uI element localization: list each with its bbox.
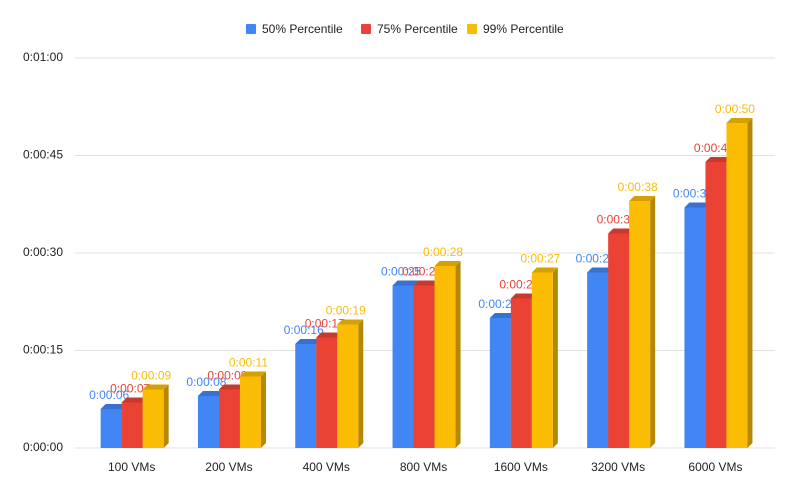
value-label: 0:00:33 <box>597 213 637 227</box>
bar-top <box>726 118 753 123</box>
bar-face <box>489 318 511 448</box>
bar <box>337 319 364 448</box>
y-tick-label: 0:00:30 <box>23 245 63 259</box>
value-label: 0:00:06 <box>89 388 129 402</box>
bar-face <box>531 272 553 448</box>
bar-face <box>337 324 359 448</box>
bar-face <box>705 162 727 448</box>
bar-top <box>392 280 419 286</box>
bar-face <box>726 123 748 448</box>
bar-top <box>295 339 322 344</box>
bar <box>726 118 753 448</box>
value-label: 0:00:20 <box>478 297 518 311</box>
bar-top <box>608 228 635 234</box>
value-label: 0:00:28 <box>423 245 463 259</box>
bar-face <box>684 207 706 448</box>
bar-top <box>100 404 127 409</box>
bar-face <box>100 409 122 448</box>
x-tick-label: 200 VMs <box>205 460 252 474</box>
bar-face <box>434 266 456 448</box>
value-label: 0:00:44 <box>694 141 734 155</box>
bar-top <box>629 196 656 201</box>
bar-top <box>121 397 148 403</box>
value-label: 0:00:07 <box>110 382 150 396</box>
bar <box>629 196 656 448</box>
bar-top <box>705 157 732 162</box>
value-label: 0:00:09 <box>207 369 247 383</box>
x-tick-label: 800 VMs <box>400 460 447 474</box>
bar-top <box>413 280 440 286</box>
value-label: 0:00:27 <box>576 252 616 266</box>
legend-label: 50% Percentile <box>262 22 343 36</box>
bar-face <box>392 285 414 448</box>
bar-face <box>629 201 651 448</box>
bar-face <box>413 285 435 448</box>
value-label: 0:00:08 <box>186 375 226 389</box>
y-tick-label: 0:00:00 <box>23 440 63 454</box>
y-tick-label: 0:00:15 <box>23 343 63 357</box>
bar-side <box>358 319 364 448</box>
bar-side <box>163 384 169 448</box>
bar-side <box>747 118 753 448</box>
bar-side <box>552 267 558 448</box>
bar-top <box>489 313 516 318</box>
bar-face <box>316 337 338 448</box>
legend-swatch <box>246 24 256 34</box>
bar-face <box>239 376 261 448</box>
bar-face <box>197 396 219 448</box>
bar-top <box>142 384 169 390</box>
x-tick-label: 3200 VMs <box>591 460 645 474</box>
x-tick-label: 6000 VMs <box>688 460 742 474</box>
x-tick-label: 1600 VMs <box>494 460 548 474</box>
bar-side <box>650 196 656 448</box>
legend-swatch <box>467 24 477 34</box>
value-label: 0:00:38 <box>618 180 658 194</box>
bar-top <box>197 391 224 396</box>
bar-top <box>218 384 245 390</box>
x-tick-label: 100 VMs <box>108 460 155 474</box>
bar-top <box>587 267 614 273</box>
bar-top <box>316 332 343 338</box>
legend-label: 99% Percentile <box>483 22 564 36</box>
bar-side <box>455 261 461 448</box>
legend-swatch <box>361 24 371 34</box>
value-label: 0:00:19 <box>326 304 366 318</box>
y-tick-label: 0:01:00 <box>23 50 63 64</box>
bar-side <box>260 371 266 448</box>
value-label: 0:00:16 <box>284 323 324 337</box>
value-label: 0:00:09 <box>131 369 171 383</box>
bar <box>239 371 266 448</box>
bar-face <box>295 344 317 448</box>
bar-top <box>684 202 711 208</box>
bar-top <box>337 319 364 325</box>
value-label: 0:00:50 <box>715 102 755 116</box>
bar-top <box>239 371 266 377</box>
value-label: 0:00:25 <box>402 265 442 279</box>
value-label: 0:00:23 <box>499 278 539 292</box>
value-label: 0:00:27 <box>520 252 560 266</box>
value-label: 0:00:11 <box>229 356 268 370</box>
value-label: 0:00:17 <box>305 317 345 331</box>
bar-face <box>121 402 143 448</box>
bar-face <box>587 272 609 448</box>
bar <box>142 384 169 448</box>
value-label: 0:00:37 <box>673 187 713 201</box>
x-tick-label: 400 VMs <box>303 460 350 474</box>
bar <box>434 261 461 448</box>
bar <box>531 267 558 448</box>
bar-face <box>142 389 164 448</box>
bar-face <box>218 389 240 448</box>
bar-top <box>434 261 461 266</box>
bar-face <box>510 298 532 448</box>
value-label: 0:00:25 <box>381 265 421 279</box>
bar-top <box>531 267 558 273</box>
y-tick-label: 0:00:45 <box>23 148 63 162</box>
legend-label: 75% Percentile <box>377 22 458 36</box>
bar-top <box>510 293 537 299</box>
bar-face <box>608 233 630 448</box>
